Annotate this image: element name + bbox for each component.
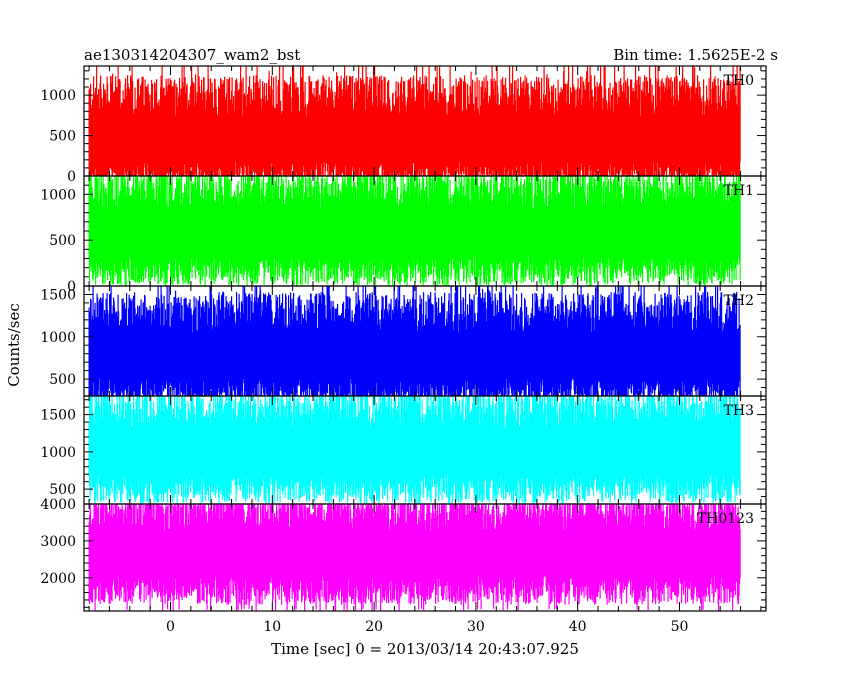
- series-th0123: [88, 504, 741, 611]
- y-tick-label: 1000: [40, 187, 76, 203]
- panel-th1: TH1 0 500 1000: [40, 175, 767, 295]
- panels: TH0 0 500 1000 TH1 0 500 1000 TH2 500 1000 1500 TH3 5…: [40, 65, 767, 612]
- x-tick-label: 30: [467, 619, 485, 635]
- observation-id: ae130314204307_wam2_bst: [84, 46, 300, 64]
- y-tick-label: 2000: [40, 571, 76, 587]
- y-tick-label: 3000: [40, 534, 76, 550]
- x-tick-label: 10: [263, 619, 281, 635]
- x-tick-label: 40: [569, 619, 587, 635]
- panel-label-th0: TH0: [724, 73, 754, 89]
- y-tick-label: 500: [49, 372, 76, 388]
- series-th2: [88, 286, 741, 396]
- bin-time-label: Bin time: 1.5625E-2 s: [613, 46, 778, 64]
- x-tick-label: 0: [166, 619, 175, 635]
- x-axis-title: Time [sec] 0 = 2013/03/14 20:43:07.925: [271, 640, 579, 658]
- y-tick-label: 0: [67, 169, 76, 185]
- y-tick-label: 500: [49, 482, 76, 498]
- series-th1: [88, 176, 741, 286]
- panel-label-th2: TH2: [724, 293, 754, 309]
- y-tick-label: 0: [67, 279, 76, 295]
- y-tick-label: 500: [49, 129, 76, 145]
- y-tick-label: 1000: [40, 445, 76, 461]
- x-tick-label: 20: [365, 619, 383, 635]
- y-axis-title: Counts/sec: [5, 303, 23, 387]
- panel-th0: TH0 0 500 1000: [40, 65, 767, 185]
- panel-th0123: TH0123 2000 3000 4000: [40, 497, 767, 612]
- panel-th3: TH3 500 1000 1500: [40, 395, 767, 505]
- y-tick-label: 1000: [40, 330, 76, 346]
- panel-th2: TH2 500 1000 1500: [40, 285, 767, 397]
- y-tick-label: 1000: [40, 88, 76, 104]
- series-th3: [88, 396, 741, 504]
- y-tick-label: 500: [49, 233, 76, 249]
- y-tick-label: 1500: [40, 408, 76, 424]
- panel-label-th0123: TH0123: [697, 511, 754, 527]
- panel-label-th3: TH3: [724, 403, 754, 419]
- y-tick-label: 4000: [40, 497, 76, 513]
- panel-frame: [83, 503, 767, 612]
- panel-label-th1: TH1: [724, 183, 754, 199]
- series-th0: [88, 66, 741, 176]
- y-tick-label: 1500: [40, 287, 76, 303]
- x-tick-label: 50: [671, 619, 689, 635]
- x-axis-ticks: 0 10 20 30 40 50: [166, 619, 688, 635]
